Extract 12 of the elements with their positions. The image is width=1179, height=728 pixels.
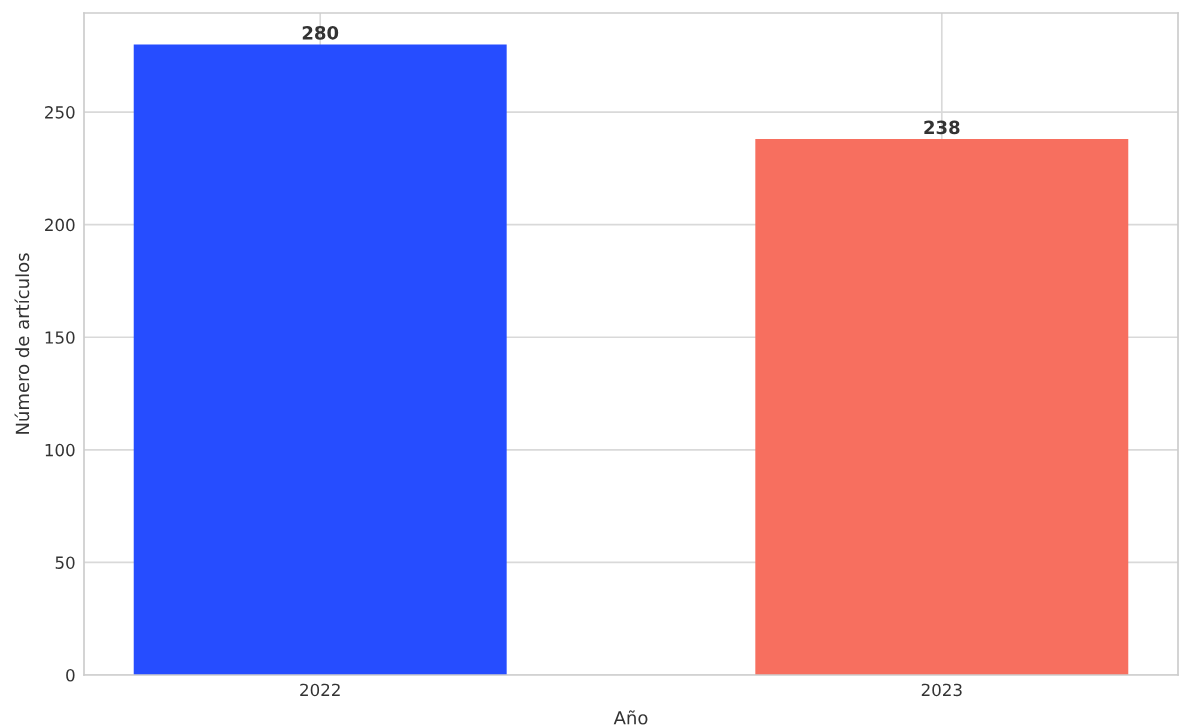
y-tick-label: 50 xyxy=(55,556,75,569)
x-tick-label: 2023 xyxy=(921,683,962,697)
x-axis-title: Año xyxy=(613,710,648,725)
y-tick-label: 150 xyxy=(45,331,75,344)
data-label: 238 xyxy=(924,120,960,135)
y-tick-label: 0 xyxy=(66,668,75,682)
y-tick-label: 200 xyxy=(45,218,75,232)
x-tick-label: 2022 xyxy=(300,683,340,697)
y-axis-title: Número de artículos xyxy=(14,253,30,434)
y-tick-label: 250 xyxy=(45,106,75,119)
data-label: 280 xyxy=(302,25,339,40)
y-tick-label: 100 xyxy=(45,443,75,457)
